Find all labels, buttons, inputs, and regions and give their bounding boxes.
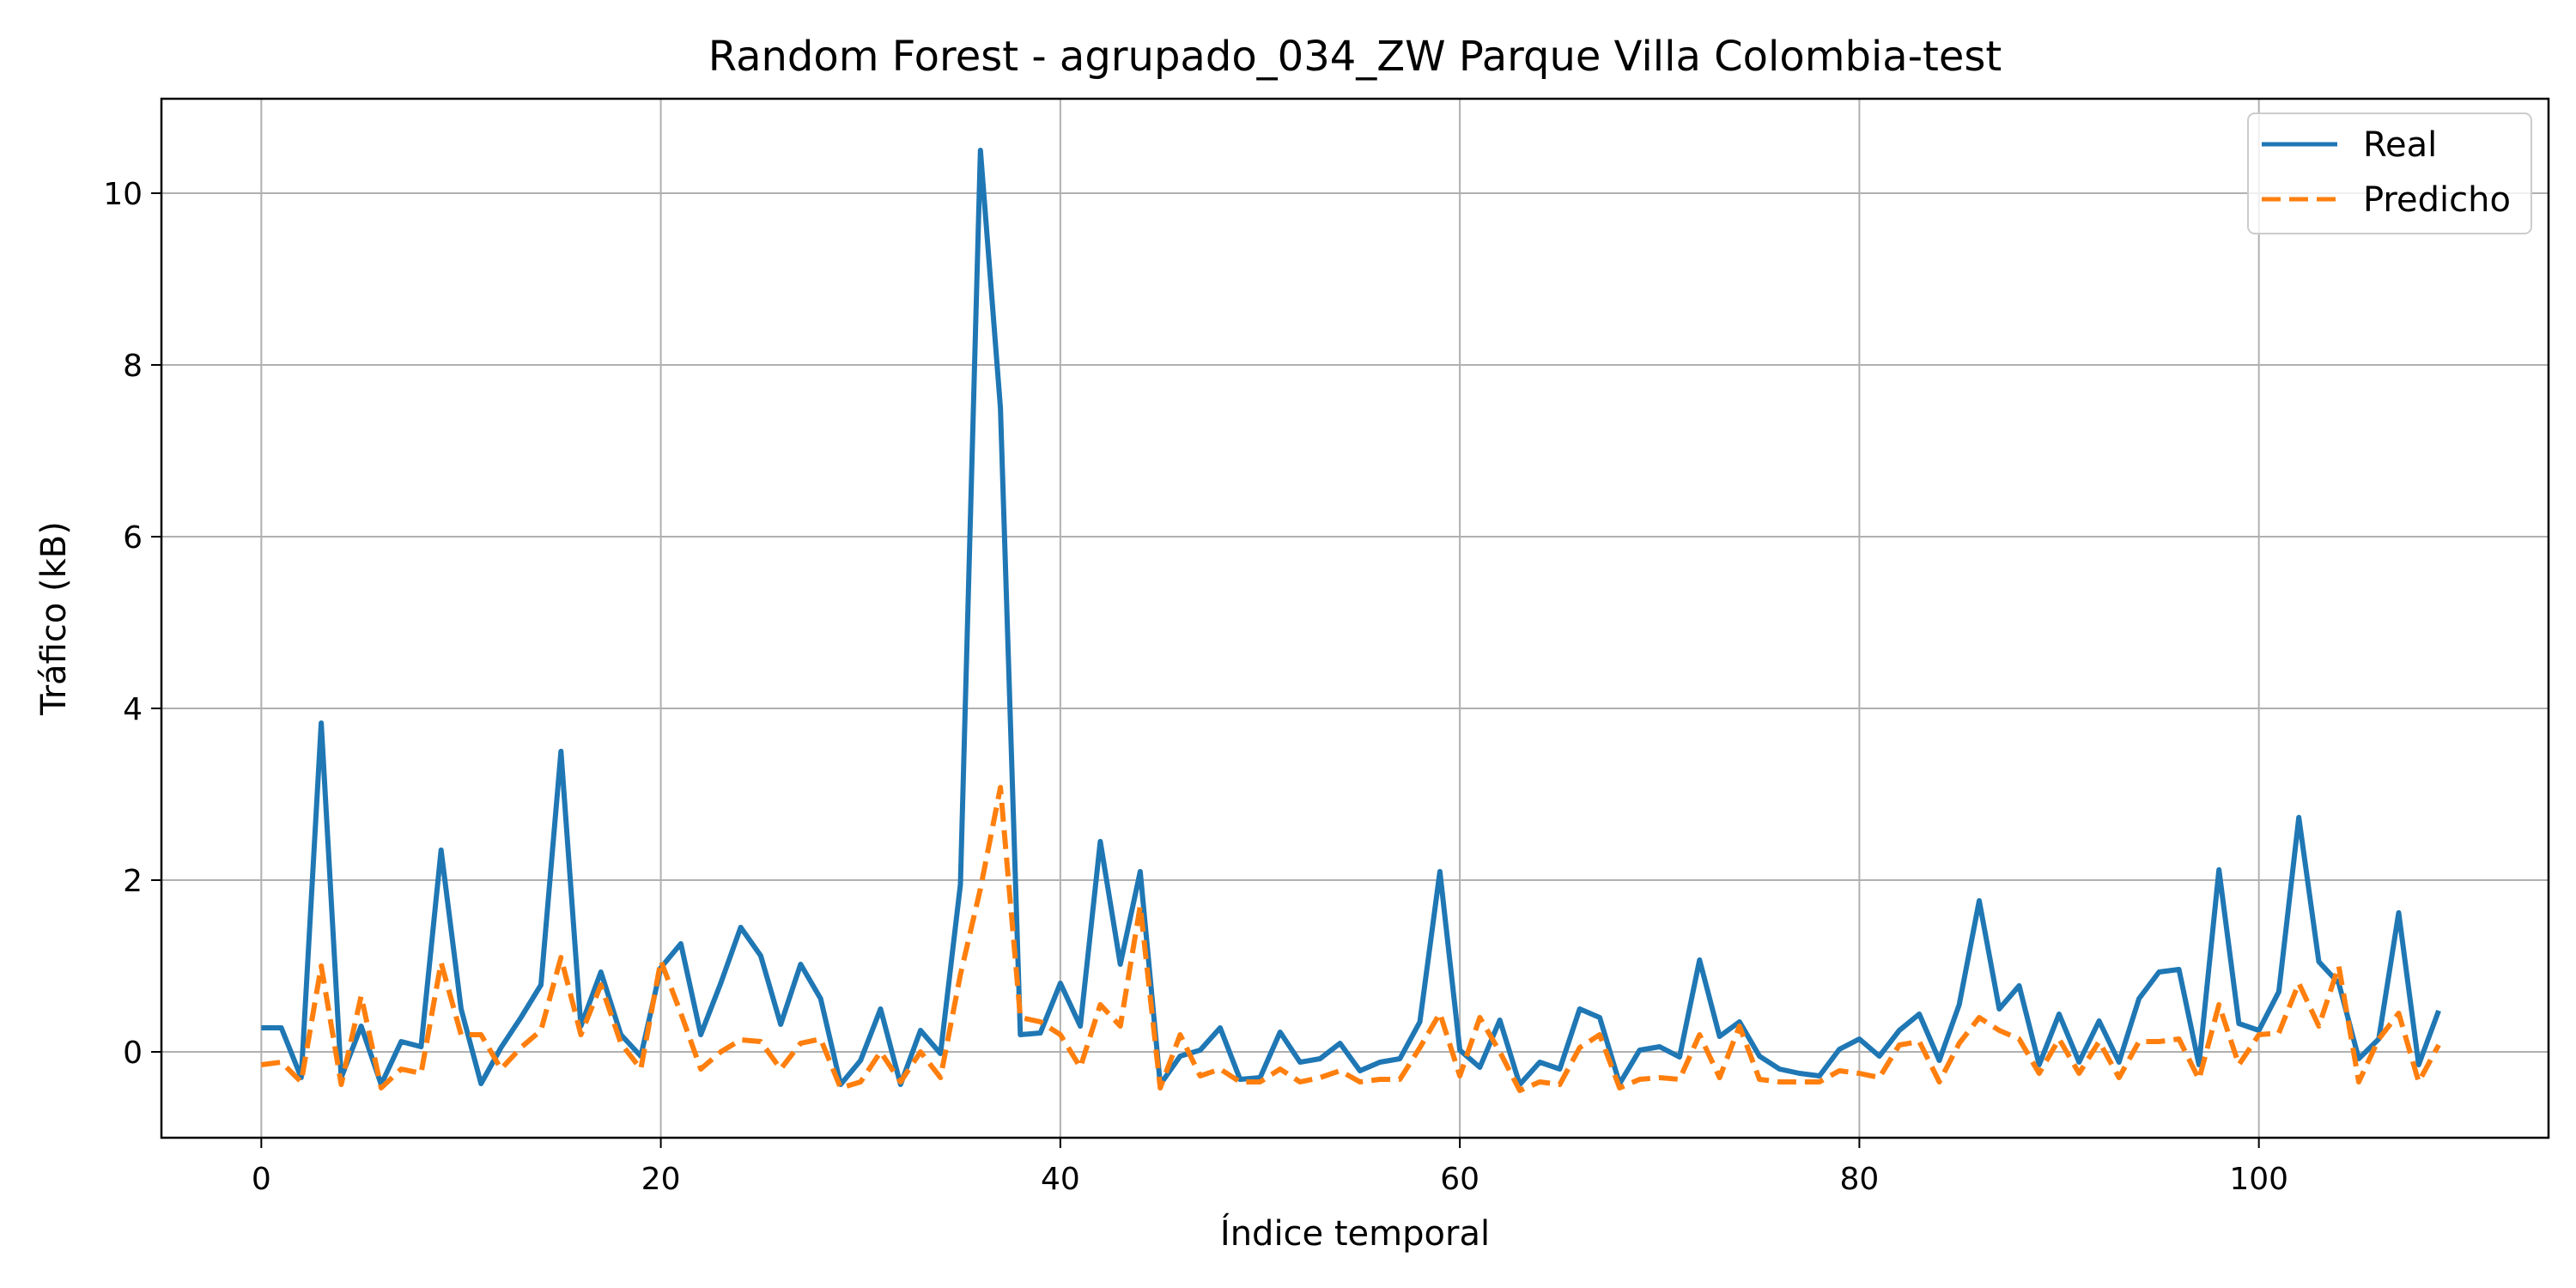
x-tick-label-2: 40 [1041,1162,1080,1197]
series-line-predicho [260,785,2441,1093]
grid-layer [161,99,2549,1138]
legend-label-real: Real [2363,125,2437,165]
x-tick-label-4: 80 [1839,1162,1879,1197]
x-tick-label-5: 100 [2229,1162,2288,1197]
x-axis-label: Índice temporal [1220,1212,1490,1254]
x-axis: 0 20 40 60 80 100 [252,1138,2288,1197]
legend-label-predicho: Predicho [2363,180,2511,220]
chart-title: Random Forest - agrupado_034_ZW Parque V… [708,33,2002,81]
y-tick-label-3: 6 [123,520,143,556]
x-tick-label-0: 0 [252,1162,271,1197]
plot-area-frame [160,97,2550,1139]
y-tick-label-0: 0 [123,1036,143,1071]
y-axis: 0 2 4 6 8 10 [103,177,161,1071]
series-layer [260,148,2441,1093]
y-tick-label-4: 8 [123,349,143,384]
x-tick-label-1: 20 [641,1162,681,1197]
y-tick-label-1: 2 [123,864,143,899]
y-tick-label-5: 10 [103,177,143,212]
y-axis-label: Tráfico (kB) [34,521,74,716]
x-tick-label-3: 60 [1440,1162,1479,1197]
series-line-real [261,148,2441,1087]
y-tick-label-2: 4 [123,692,143,727]
legend: Real Predicho [2247,112,2532,234]
